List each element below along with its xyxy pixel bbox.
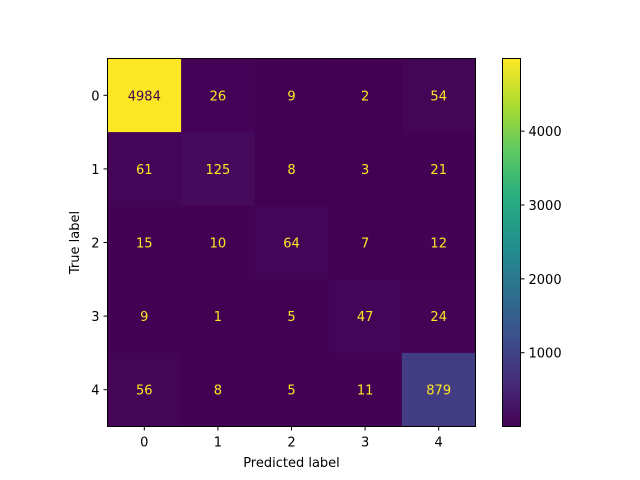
heatmap-cell: [401, 352, 476, 427]
heatmap-cell: [254, 205, 329, 280]
y-axis-label: True label: [68, 211, 83, 275]
x-tick-label: 2: [287, 436, 295, 451]
heatmap-cell: [328, 58, 403, 133]
cell-value-label: 12: [430, 237, 447, 252]
cell-value-label: 2: [361, 89, 369, 104]
x-axis-ticks: 0 1 2 3 4: [140, 426, 443, 451]
x-tick-label: 1: [214, 436, 222, 451]
cell-value-label: 5: [287, 384, 295, 399]
cell-value-label: 26: [210, 89, 227, 104]
heatmap-cell: [181, 279, 256, 354]
heatmap-cell: [181, 58, 256, 133]
heatmap-cell: [254, 352, 329, 427]
x-tick-label: 0: [140, 436, 148, 451]
heatmap-cell: [254, 58, 329, 133]
cell-value-label: 56: [136, 384, 153, 399]
cell-value-label: 21: [430, 163, 447, 178]
cell-value-label: 7: [361, 237, 369, 252]
colorbar: [502, 58, 521, 427]
heatmap-cell: [254, 132, 329, 207]
cell-value-label: 4984: [128, 89, 161, 104]
colorbar-tick-label: 1000: [529, 347, 562, 362]
heatmap-cells: [107, 58, 476, 427]
colorbar-tick-label: 3000: [529, 199, 562, 214]
y-tick-label: 0: [91, 89, 99, 104]
x-tick-label: 3: [361, 436, 369, 451]
x-tick-label: 4: [435, 436, 443, 451]
cell-value-label: 15: [136, 237, 153, 252]
heatmap-cell: [181, 132, 256, 207]
cell-value-label: 11: [357, 384, 374, 399]
y-tick-label: 3: [91, 310, 99, 325]
x-axis-label: Predicted label: [243, 456, 340, 471]
heatmap-cell: [181, 205, 256, 280]
heatmap-cell: [254, 279, 329, 354]
y-axis-ticks: 0 1 2 3 4: [91, 89, 108, 399]
cell-value-label: 8: [214, 384, 222, 399]
colorbar-tick-label: 4000: [529, 125, 562, 140]
cell-value-label: 9: [140, 310, 148, 325]
y-tick-label: 1: [91, 163, 99, 178]
heatmap-cell: [107, 352, 182, 427]
heatmap-cell: [401, 132, 476, 207]
cell-value-label: 5: [287, 310, 295, 325]
cell-value-label: 8: [287, 163, 295, 178]
heatmap-cell: [107, 279, 182, 354]
cell-value-label: 47: [357, 310, 374, 325]
cell-value-label: 24: [430, 310, 447, 325]
cell-value-label: 64: [283, 237, 300, 252]
heatmap-cell: [107, 132, 182, 207]
cell-value-label: 879: [426, 384, 451, 399]
cell-value-label: 125: [205, 163, 230, 178]
heatmap-cell: [328, 279, 403, 354]
heatmap-cell: [107, 58, 182, 133]
cell-value-label: 9: [287, 89, 295, 104]
colorbar-ticks: 1000 2000 3000 4000: [520, 125, 562, 362]
heatmap-cell: [401, 279, 476, 354]
y-tick-label: 2: [91, 237, 99, 252]
cell-value-label: 10: [210, 237, 227, 252]
heatmap-cell: [328, 132, 403, 207]
heatmap-cell: [401, 58, 476, 133]
y-tick-label: 4: [91, 384, 99, 399]
cell-value-label: 54: [430, 89, 447, 104]
cell-value-label: 61: [136, 163, 153, 178]
cell-value-label: 3: [361, 163, 369, 178]
colorbar-tick-label: 2000: [529, 273, 562, 288]
cell-value-label: 1: [214, 310, 222, 325]
heatmap-cell: [328, 352, 403, 427]
heatmap-cell: [181, 352, 256, 427]
heatmap-cell: [107, 205, 182, 280]
heatmap-cell: [401, 205, 476, 280]
heatmap-cell: [328, 205, 403, 280]
